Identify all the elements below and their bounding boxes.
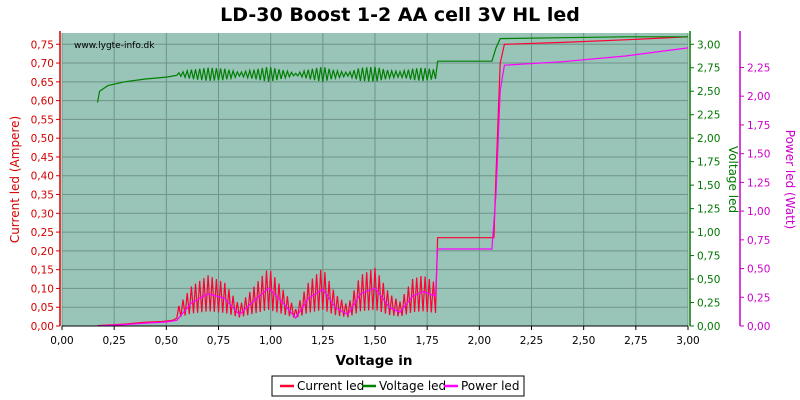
right-voltage-tick-label: 1,25	[697, 204, 720, 216]
legend-label-power-led: Power led	[461, 379, 519, 393]
left-tick-label: 0,55	[31, 114, 54, 126]
x-tick-label: 2,50	[572, 335, 595, 347]
left-tick-label: 0,20	[31, 246, 54, 258]
right-power-tick-label: 1,00	[747, 206, 770, 218]
series-line-power-led	[97, 47, 689, 327]
x-tick-label: 1,00	[259, 335, 282, 347]
x-tick-label: 2,75	[624, 335, 647, 347]
legend-box	[271, 375, 525, 397]
x-tick-label: 0,75	[207, 335, 230, 347]
left-tick-label: 0,25	[31, 227, 54, 239]
grid-lines	[61, 33, 689, 327]
x-tick-label: 1,75	[415, 335, 438, 347]
right-voltage-tick-label: 0,75	[697, 251, 720, 263]
right-axis-voltage-label: Voltage led	[726, 146, 740, 213]
left-tick-label: 0,50	[31, 133, 54, 145]
left-tick-label: 0,10	[31, 283, 54, 295]
right-power-tick-label: 0,00	[747, 321, 770, 333]
right-voltage-tick-label: 0,00	[697, 321, 720, 333]
right-power-tick-label: 2,25	[747, 62, 770, 74]
right-power-tick-label: 0,50	[747, 264, 770, 276]
right-voltage-tick-label: 2,50	[697, 86, 720, 98]
chart-title: LD-30 Boost 1-2 AA cell 3V HL led	[220, 4, 580, 26]
right-power-tick-label: 1,25	[747, 177, 770, 189]
right-power-tick-label: 0,75	[747, 235, 770, 247]
legend-label-current-led: Current led	[297, 379, 364, 393]
x-tick-label: 0,00	[50, 335, 73, 347]
x-tick-label: 0,25	[102, 335, 125, 347]
series-line-voltage-led	[96, 36, 688, 103]
right-power-tick-label: 2,00	[747, 91, 770, 103]
left-tick-label: 0,45	[31, 152, 54, 164]
right-voltage-tick-label: 1,50	[697, 180, 720, 192]
left-tick-label: 0,75	[31, 39, 54, 51]
left-tick-label: 0,60	[31, 96, 54, 108]
right-voltage-tick-label: 2,25	[697, 110, 720, 122]
right-power-tick-label: 0,25	[747, 292, 770, 304]
right-power-tick-label: 1,50	[747, 149, 770, 161]
left-tick-label: 0,00	[31, 321, 54, 333]
right-voltage-tick-label: 1,00	[697, 227, 720, 239]
x-tick-label: 1,50	[363, 335, 386, 347]
left-axis-label: Current led (Ampere)	[8, 116, 22, 243]
right-voltage-tick-label: 0,50	[697, 274, 720, 286]
series-layer	[96, 36, 689, 327]
left-tick-label: 0,35	[31, 190, 54, 202]
axes: 0,00 0,25 0,50 0,75 1,00 1,25 1,50 1,75 2,00 2,25…	[8, 31, 797, 347]
left-tick-label: 0,70	[31, 58, 54, 70]
right-voltage-tick-label: 2,75	[697, 63, 720, 75]
x-tick-label: 2,00	[468, 335, 491, 347]
x-axis-label: Voltage in	[336, 353, 413, 369]
right-voltage-tick-label: 2,00	[697, 133, 720, 145]
right-axis-power-label: Power led (Watt)	[783, 130, 797, 229]
x-tick-label: 2,25	[520, 335, 543, 347]
x-tick-label: 1,25	[311, 335, 334, 347]
left-tick-label: 0,40	[31, 171, 54, 183]
watermark: www.lygte-info.dk	[74, 41, 155, 51]
right-voltage-tick-label: 3,00	[697, 39, 720, 51]
right-voltage-tick-label: 0,25	[697, 298, 720, 310]
left-tick-label: 0,30	[31, 208, 54, 220]
x-tick-label: 3,00	[676, 335, 699, 347]
legend: Current led Voltage led Power led	[271, 375, 525, 397]
left-tick-label: 0,05	[31, 302, 54, 314]
series-line-current-led	[97, 36, 689, 327]
left-tick-label: 0,65	[31, 77, 54, 89]
right-voltage-tick-label: 1,75	[697, 157, 720, 169]
x-tick-label: 0,50	[155, 335, 178, 347]
left-tick-label: 0,15	[31, 265, 54, 277]
legend-label-voltage-led: Voltage led	[379, 379, 446, 393]
right-power-tick-label: 1,75	[747, 120, 770, 132]
